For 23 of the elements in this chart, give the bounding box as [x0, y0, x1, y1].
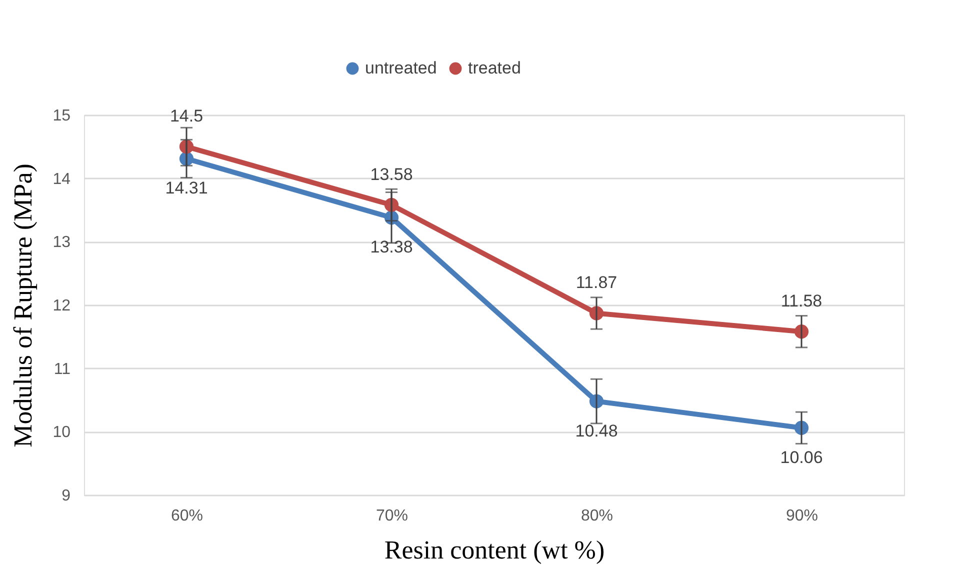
- y-tick-label: 11: [54, 360, 71, 378]
- x-axis-title: Resin content (wt %): [384, 536, 605, 564]
- x-tick-label: 90%: [786, 508, 818, 524]
- x-tick-label: 60%: [170, 508, 204, 524]
- data-label: 14.31: [165, 178, 208, 198]
- y-tick-label: 12: [52, 298, 71, 314]
- y-tick-label: 9: [62, 488, 71, 504]
- legend-label: untreated: [365, 58, 437, 78]
- data-label: 10.48: [575, 421, 618, 440]
- x-tick-label: 80%: [580, 508, 614, 524]
- data-label: 10.06: [780, 448, 823, 467]
- data-label: 13.58: [370, 164, 413, 184]
- y-tick-label: 14: [52, 170, 71, 188]
- data-label: 14.5: [170, 106, 204, 126]
- legend-label: treated: [468, 58, 521, 78]
- y-tick-label: 15: [52, 108, 71, 124]
- data-label: 13.38: [370, 238, 413, 257]
- data-label: 11.58: [780, 292, 822, 311]
- y-tick-label: 10: [52, 424, 71, 442]
- y-tick-label: 13: [52, 234, 71, 252]
- data-label: 11.87: [576, 273, 618, 292]
- x-tick-label: 70%: [376, 508, 408, 524]
- y-axis-title: Modulus of Rupture (MPa): [8, 164, 38, 448]
